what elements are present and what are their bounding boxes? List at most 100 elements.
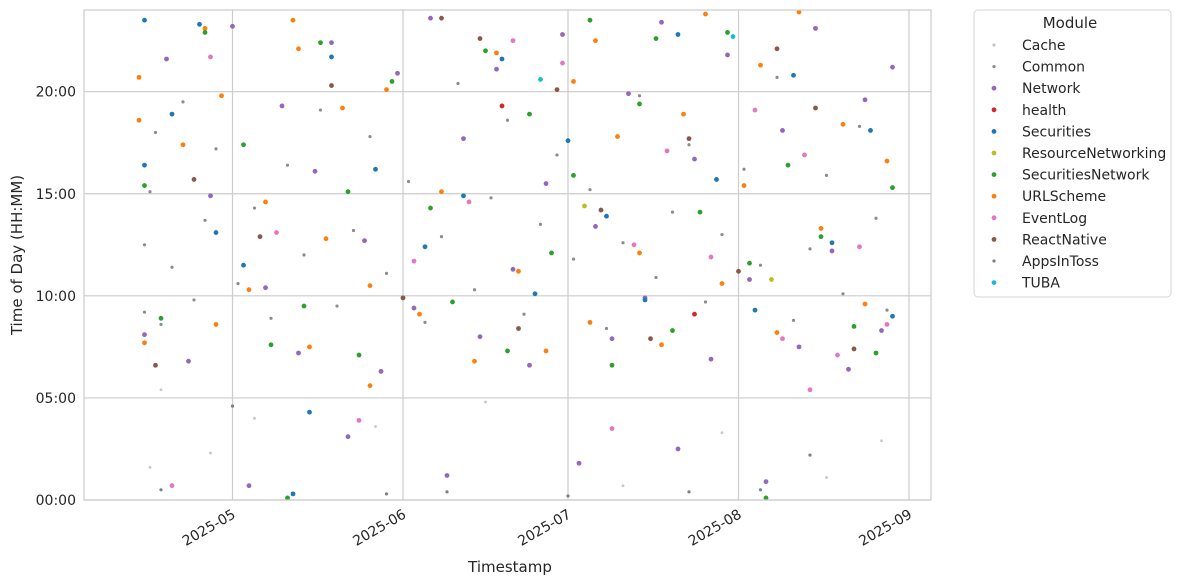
legend-label: ResourceNetworking xyxy=(1022,146,1166,162)
point-Cache xyxy=(621,484,625,488)
point-Network xyxy=(444,473,450,478)
point-EventLog xyxy=(510,38,516,44)
legend-marker xyxy=(991,237,997,242)
point-Network xyxy=(763,479,769,485)
point-Common xyxy=(203,218,207,222)
point-EventLog xyxy=(631,242,637,248)
point-Common xyxy=(670,210,675,214)
y-axis-ticks: 00:00 05:00 10:00 15:00 20:00 xyxy=(36,85,76,509)
point-SecuritiesNetwork xyxy=(571,172,576,178)
point-URLScheme xyxy=(180,142,186,148)
point-SecuritiesNetwork xyxy=(345,189,351,195)
point-EventLog xyxy=(807,387,813,393)
point-Network xyxy=(142,332,147,338)
point-URLScheme xyxy=(758,62,763,68)
point-URLScheme xyxy=(862,301,868,307)
point-URLScheme xyxy=(818,226,824,231)
point-Common xyxy=(604,326,609,331)
point-EventLog xyxy=(857,244,862,250)
plot-area xyxy=(84,10,931,500)
point-Common xyxy=(142,310,147,314)
legend-label: SecuritiesNetwork xyxy=(1022,168,1150,184)
point-Common xyxy=(285,163,290,167)
point-SecuritiesNetwork xyxy=(301,303,307,309)
point-Securities xyxy=(829,240,835,246)
point-URLScheme xyxy=(472,358,477,364)
point-Network xyxy=(494,66,499,72)
legend-label: ReactNative xyxy=(1022,232,1107,248)
point-Common xyxy=(808,247,812,251)
point-Network xyxy=(708,356,714,362)
point-SecuritiesNetwork xyxy=(483,48,488,54)
y-axis-title: Time of Day (HH:MM) xyxy=(8,175,26,336)
point-URLScheme xyxy=(516,268,521,274)
point-SecuritiesNetwork xyxy=(428,205,433,211)
series-URLScheme xyxy=(136,9,890,389)
legend-entry: SecuritiesNetwork xyxy=(991,168,1150,184)
point-SecuritiesNetwork xyxy=(653,36,659,41)
point-EventLog xyxy=(609,426,615,431)
point-Common xyxy=(318,108,323,112)
point-ReactNative xyxy=(686,136,692,142)
point-SecuritiesNetwork xyxy=(587,17,593,23)
point-ReactNative xyxy=(648,336,653,342)
point-Securities xyxy=(714,177,719,182)
point-URLScheme xyxy=(367,383,373,389)
point-Network xyxy=(796,344,802,350)
legend-marker xyxy=(991,172,997,178)
point-URLScheme xyxy=(681,111,686,117)
point-TUBA xyxy=(730,34,736,39)
point-EventLog xyxy=(708,254,714,260)
point-Common xyxy=(252,206,257,210)
point-Common xyxy=(384,271,389,275)
point-Cache xyxy=(209,451,212,455)
legend-marker xyxy=(991,129,997,134)
point-Securities xyxy=(499,56,505,62)
point-Common xyxy=(720,232,724,237)
point-EventLog xyxy=(780,336,785,342)
point-SecuritiesNetwork xyxy=(202,30,208,35)
point-Securities xyxy=(675,32,681,37)
legend-marker xyxy=(991,107,997,113)
point-Common xyxy=(351,228,356,233)
point-Network xyxy=(780,128,785,133)
point-URLScheme xyxy=(142,340,147,346)
point-ReactNative xyxy=(598,207,604,213)
point-Network xyxy=(879,328,884,333)
point-Network xyxy=(230,23,235,29)
y-tick-label: 15:00 xyxy=(36,187,76,203)
point-Common xyxy=(687,143,691,147)
point-URLScheme xyxy=(417,311,422,317)
point-Network xyxy=(279,103,285,109)
data-points xyxy=(136,9,895,501)
y-tick-label: 05:00 xyxy=(36,391,76,407)
point-Network xyxy=(846,366,851,372)
point-Securities xyxy=(142,17,147,23)
point-AppsInToss xyxy=(758,488,763,492)
point-URLScheme xyxy=(246,287,252,293)
point-ResourceNetworking xyxy=(582,203,587,209)
legend-label: AppsInToss xyxy=(1022,254,1099,270)
point-Network xyxy=(527,362,532,368)
point-URLScheme xyxy=(439,189,444,195)
point-Network xyxy=(692,156,697,162)
legend-entry: Network xyxy=(991,81,1081,97)
legend-label: Network xyxy=(1022,81,1081,97)
point-Network xyxy=(593,224,598,229)
point-EventLog xyxy=(835,352,840,358)
point-Common xyxy=(742,167,746,171)
legend-marker xyxy=(991,215,997,221)
point-URLScheme xyxy=(136,117,142,123)
point-AppsInToss xyxy=(159,488,163,492)
point-SecuritiesNetwork xyxy=(670,328,675,333)
point-ResourceNetworking xyxy=(769,277,774,282)
point-Securities xyxy=(169,111,175,117)
point-Common xyxy=(170,265,174,269)
point-Network xyxy=(312,168,318,174)
point-Securities xyxy=(868,128,873,133)
point-AppsInToss xyxy=(808,453,812,457)
legend-label: TUBA xyxy=(1021,276,1060,292)
point-health xyxy=(692,311,697,317)
point-URLScheme xyxy=(296,46,301,52)
